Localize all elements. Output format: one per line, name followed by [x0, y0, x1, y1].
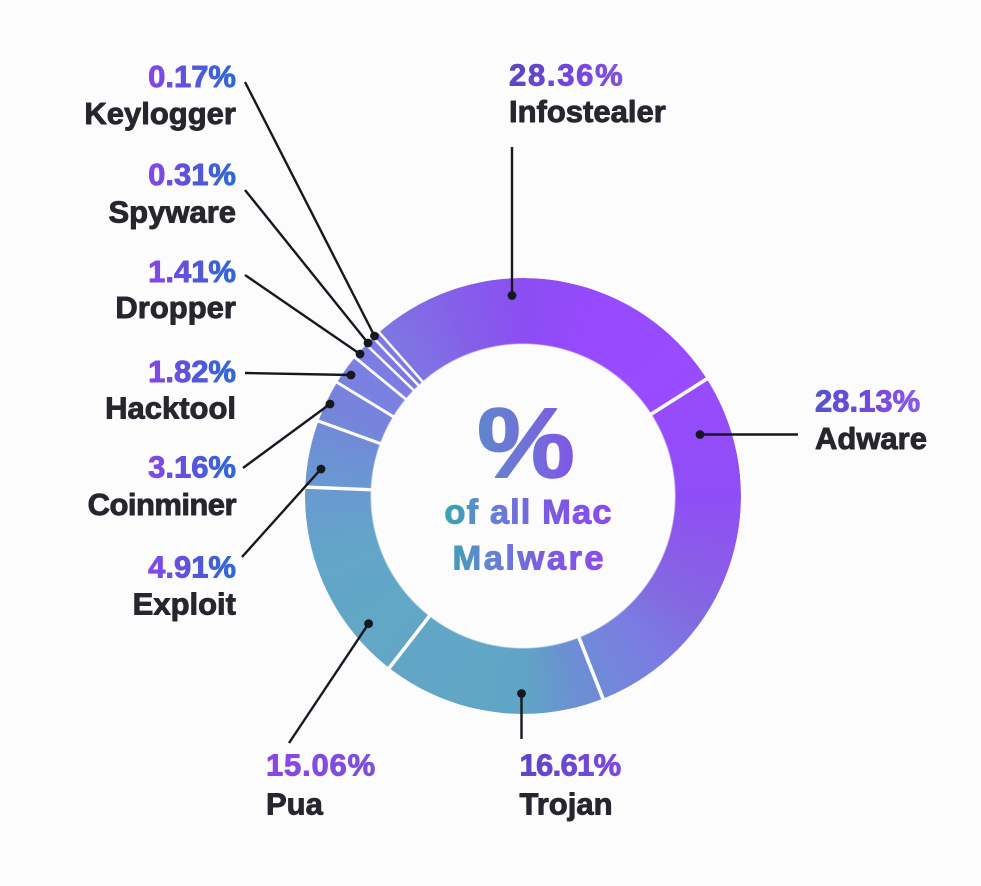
svg-text:1.41%: 1.41% — [148, 254, 236, 289]
svg-text:3.16%: 3.16% — [148, 450, 236, 485]
svg-text:15.06%: 15.06% — [266, 748, 376, 783]
svg-text:Pua: Pua — [266, 787, 324, 822]
svg-text:Coinminer: Coinminer — [88, 487, 237, 522]
svg-text:Dropper: Dropper — [115, 290, 236, 325]
svg-text:%: % — [477, 388, 575, 499]
svg-text:28.36%: 28.36% — [509, 58, 624, 93]
svg-text:Malware: Malware — [452, 540, 606, 578]
svg-text:Keylogger: Keylogger — [84, 96, 236, 131]
svg-text:0.17%: 0.17% — [148, 59, 236, 94]
svg-text:Hacktool: Hacktool — [105, 391, 236, 426]
svg-text:4.91%: 4.91% — [148, 550, 236, 585]
svg-text:Infostealer: Infostealer — [509, 94, 666, 129]
svg-text:Adware: Adware — [815, 421, 927, 456]
svg-text:of all Mac: of all Mac — [444, 494, 612, 532]
svg-text:16.61%: 16.61% — [520, 748, 621, 783]
svg-text:0.31%: 0.31% — [148, 157, 236, 192]
svg-text:28.13%: 28.13% — [815, 384, 920, 419]
svg-text:1.82%: 1.82% — [148, 354, 236, 389]
svg-text:Exploit: Exploit — [133, 587, 236, 622]
svg-text:Spyware: Spyware — [108, 195, 236, 230]
svg-text:Trojan: Trojan — [520, 787, 613, 822]
